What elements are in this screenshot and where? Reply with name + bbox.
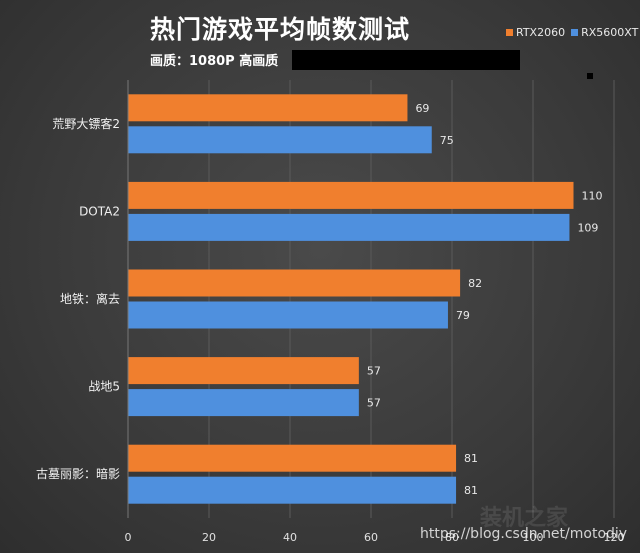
data-label-rx5600xt-1: 109: [577, 221, 598, 234]
bar-rx5600xt-1: [128, 213, 570, 241]
legend-label-rx5600xt: RX5600XT: [581, 26, 639, 39]
category-label-1: DOTA2: [79, 204, 120, 218]
legend-swatch-rtx2060: [506, 29, 513, 36]
legend-swatch-rx5600xt: [571, 29, 579, 36]
category-label-4: 古墓丽影：暗影: [36, 466, 120, 481]
data-label-rx5600xt-4: 81: [464, 484, 478, 497]
x-tick-label-0: 0: [125, 531, 132, 544]
data-label-rx5600xt-3: 57: [367, 397, 381, 410]
legend-label-rtx2060: RTX2060: [516, 26, 566, 39]
data-label-rx5600xt-2: 79: [456, 309, 470, 322]
x-tick-label-120: 120: [604, 531, 625, 544]
bar-rtx2060-0: [128, 94, 408, 122]
chart-subtitle: 画质：1080P 高画质: [150, 54, 279, 69]
data-label-rtx2060-0: 69: [415, 102, 429, 115]
legend-item-rtx2060: RTX2060: [506, 26, 565, 39]
watermark-logo-text: 装机之家: [480, 506, 569, 531]
bar-rx5600xt-0: [128, 126, 432, 154]
bar-rtx2060-2: [128, 269, 461, 297]
category-label-0: 荒野大镖客2: [52, 116, 120, 131]
x-tick-label-60: 60: [364, 531, 378, 544]
data-label-rtx2060-1: 110: [582, 189, 603, 202]
legend-item-rx5600xt: RX5600XT: [571, 26, 638, 39]
chart-title: 热门游戏平均帧数测试: [150, 15, 411, 44]
x-tick-label-40: 40: [283, 531, 297, 544]
redacted-region: [292, 50, 520, 70]
data-label-rx5600xt-0: 75: [440, 134, 454, 147]
data-label-rtx2060-3: 57: [367, 365, 381, 378]
x-tick-label-80: 80: [445, 531, 459, 544]
legend: RTX2060 RX5600XT: [506, 26, 638, 39]
category-label-3: 战地5: [88, 380, 120, 394]
bar-rx5600xt-3: [128, 389, 359, 417]
data-label-rtx2060-4: 81: [464, 452, 478, 465]
bar-rtx2060-4: [128, 444, 457, 472]
bar-rtx2060-1: [128, 181, 574, 209]
x-tick-label-100: 100: [523, 531, 544, 544]
watermark-url: https://blog.csdn.net/motodiy: [420, 526, 628, 542]
data-label-rtx2060-2: 82: [468, 277, 482, 290]
x-tick-label-20: 20: [202, 531, 216, 544]
bar-rx5600xt-4: [128, 476, 457, 504]
category-label-2: 地铁：离去: [60, 291, 120, 306]
small-square-mark: [587, 73, 593, 79]
bar-rx5600xt-2: [128, 301, 448, 329]
bar-rtx2060-3: [128, 357, 359, 385]
